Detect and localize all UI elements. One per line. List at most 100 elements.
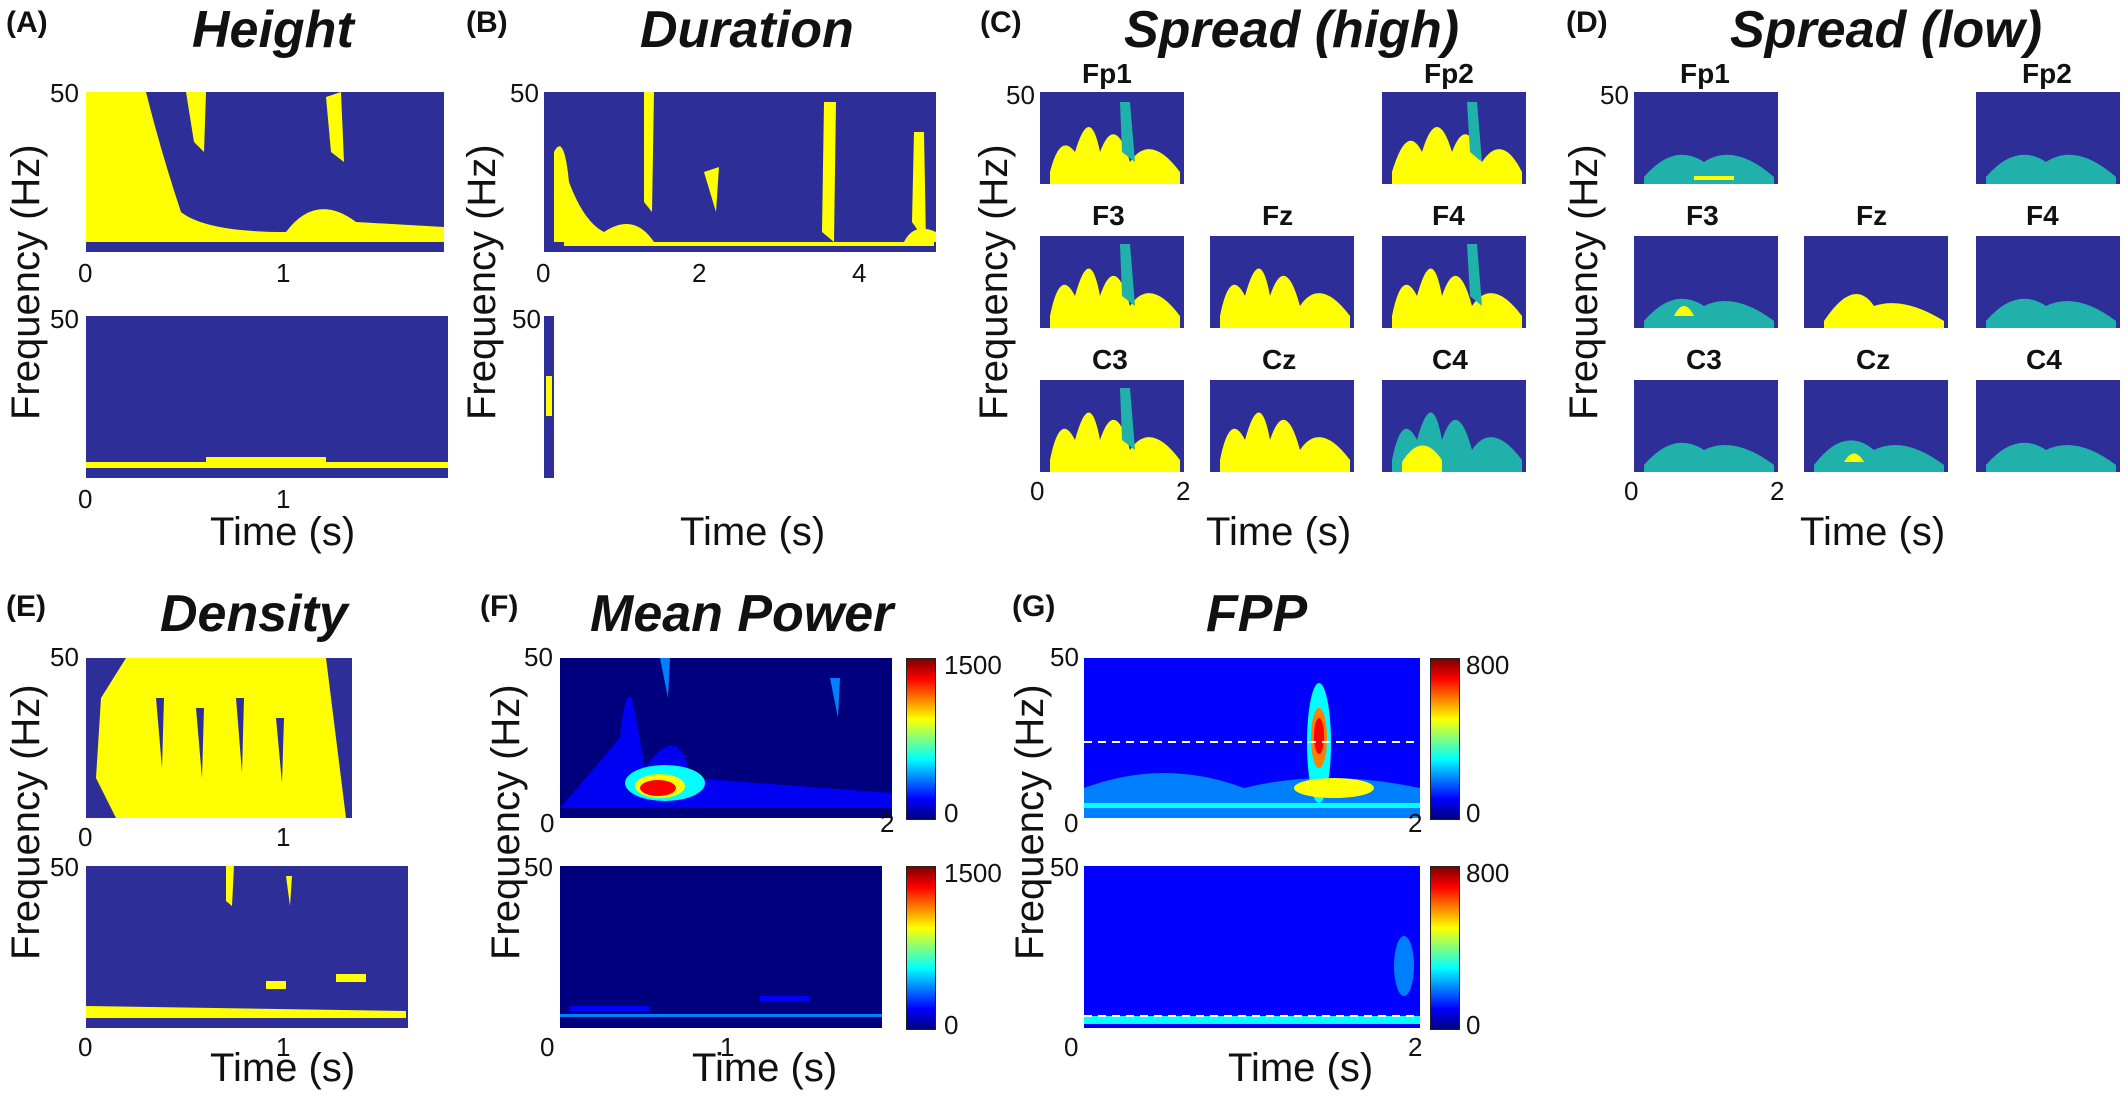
panel-f-top-ytick-0: 0 (540, 808, 555, 838)
panel-d-plot-cz (1804, 380, 1948, 472)
panel-e-top-ytick-50: 50 (50, 642, 79, 672)
panel-f-plot-top (560, 658, 892, 818)
panel-f-top-cbar-min: 0 (944, 798, 959, 828)
panel-d-ylabel: Frequency (Hz) (1562, 144, 1606, 420)
panel-c-xtick-0: 0 (1030, 476, 1045, 506)
panel-b-ylabel: Frequency (Hz) (460, 144, 504, 420)
panel-c-title: Spread (high) (1124, 1, 1460, 59)
panel-d-title: Spread (low) (1730, 1, 2043, 59)
panel-d-label-fp1: Fp1 (1680, 58, 1730, 89)
panel-c-plot-fz (1210, 236, 1354, 328)
panel-f-bottom-xtick-1: 1 (720, 1032, 735, 1062)
panel-a-bottom-xtick-0: 0 (78, 484, 93, 514)
panel-g-xlabel: Time (s) (1228, 1046, 1374, 1090)
panel-g-bottom-cbar-min: 0 (1466, 1010, 1481, 1040)
panel-g-bottom-xtick-0: 0 (1064, 1032, 1079, 1062)
panel-e-bottom-ytick-50: 50 (50, 852, 79, 882)
panel-d-label-c4: C4 (2026, 344, 2062, 375)
panel-d-label-fz: Fz (1856, 200, 1888, 231)
panel-e-top-xtick-0: 0 (78, 822, 93, 852)
panel-c-label-c3: C3 (1092, 344, 1128, 375)
panel-c-letter: (C) (980, 6, 1022, 39)
panel-c-label-fz: Fz (1262, 200, 1294, 231)
panel-f-plot-bottom (560, 866, 882, 1028)
panel-b-top-xtick-0: 0 (536, 258, 551, 288)
panel-g-bottom-xtick-2: 2 (1408, 1032, 1423, 1062)
panel-g-ylabel: Frequency (Hz) (1008, 684, 1052, 960)
panel-c-label-fp2: Fp2 (1424, 58, 1474, 89)
panel-d-plot-fz (1804, 236, 1948, 328)
panel-e-letter: (E) (6, 590, 46, 623)
panel-g-top-colorbar (1430, 658, 1460, 820)
panel-d-label-c3: C3 (1686, 344, 1722, 375)
panel-c-ylabel: Frequency (Hz) (972, 144, 1016, 420)
panel-g-bottom-ytick-50: 50 (1050, 852, 1079, 882)
panel-c-label-f3: F3 (1092, 200, 1125, 231)
panel-f-top-xtick-2: 2 (880, 808, 895, 838)
panel-c-label-f4: F4 (1432, 200, 1465, 231)
panel-e-bottom-xtick-0: 0 (78, 1032, 93, 1062)
panel-a-ylabel: Frequency (Hz) (4, 144, 48, 420)
panel-f-ylabel: Frequency (Hz) (484, 684, 528, 960)
panel-c-plot-fp2 (1382, 92, 1526, 184)
panel-f-title: Mean Power (590, 585, 894, 643)
panel-d-plot-fp2 (1976, 92, 2120, 184)
panel-b-bottom-ytick-50: 50 (512, 304, 541, 334)
panel-c-plot-c4 (1382, 380, 1526, 472)
panel-c-label-c4: C4 (1432, 344, 1468, 375)
panel-d-plot-c3 (1634, 380, 1778, 472)
panel-c-ytick-50: 50 (1006, 80, 1035, 110)
panel-f-bottom-cbar-max: 1500 (944, 858, 1002, 888)
panel-d-plot-f4 (1976, 236, 2120, 328)
panel-g-bottom-colorbar (1430, 866, 1460, 1030)
panel-d-xtick-2: 2 (1770, 476, 1785, 506)
panel-d-letter: (D) (1566, 6, 1608, 39)
panel-d-label-f4: F4 (2026, 200, 2059, 231)
panel-e-plot-bottom (86, 866, 408, 1028)
panel-a-title: Height (192, 1, 354, 59)
panel-g-top-cbar-min: 0 (1466, 798, 1481, 828)
panel-a-letter: (A) (6, 6, 48, 39)
panel-f-top-colorbar (906, 658, 936, 820)
panel-g-plot-top (1084, 658, 1420, 818)
panel-f-top-cbar-max: 1500 (944, 650, 1002, 680)
panel-b-letter: (B) (466, 6, 508, 39)
panel-e-title: Density (160, 585, 348, 643)
panel-c-xlabel: Time (s) (1206, 510, 1352, 554)
panel-d-xtick-0: 0 (1624, 476, 1639, 506)
panel-g-plot-bottom (1084, 866, 1420, 1028)
panel-d-plot-c4 (1976, 380, 2120, 472)
panel-c-label-cz: Cz (1262, 344, 1297, 375)
panel-g-letter: (G) (1012, 590, 1056, 623)
panel-g-top-xtick-2: 2 (1408, 808, 1423, 838)
panel-b-top-xtick-4: 4 (852, 258, 867, 288)
panel-c-plot-f3 (1040, 236, 1184, 328)
panel-e-top-xtick-1: 1 (276, 822, 291, 852)
panel-b-plot-bottom (544, 316, 554, 478)
panel-b-title: Duration (640, 1, 854, 59)
panel-e-xlabel: Time (s) (210, 1046, 356, 1090)
panel-a-plot-bottom (86, 316, 448, 478)
panel-f-letter: (F) (480, 590, 519, 623)
panel-d-label-cz: Cz (1856, 344, 1891, 375)
panel-d-label-f3: F3 (1686, 200, 1719, 231)
panel-a-top-ytick-50: 50 (50, 78, 79, 108)
panel-e-plot-top (86, 658, 352, 818)
panel-a-top-xtick-1: 1 (276, 258, 291, 288)
panel-c-plot-cz (1210, 380, 1354, 472)
panel-c-label-fp1: Fp1 (1082, 58, 1132, 89)
panel-b-plot-top (544, 92, 936, 252)
panel-e-ylabel: Frequency (Hz) (4, 684, 48, 960)
panel-d-plot-fp1 (1634, 92, 1778, 184)
panel-c-plot-c3 (1040, 380, 1184, 472)
panel-b-top-xtick-2: 2 (692, 258, 707, 288)
panel-d-plot-f3 (1634, 236, 1778, 328)
panel-d-label-fp2: Fp2 (2022, 58, 2072, 89)
panel-f-bottom-xtick-0: 0 (540, 1032, 555, 1062)
panel-c-plot-fp1 (1040, 92, 1184, 184)
panel-f-bottom-colorbar (906, 866, 936, 1030)
panel-f-xlabel: Time (s) (692, 1046, 838, 1090)
panel-b-top-ytick-50: 50 (510, 78, 539, 108)
panel-g-bottom-cbar-max: 800 (1466, 858, 1510, 888)
panel-c-xtick-2: 2 (1176, 476, 1191, 506)
